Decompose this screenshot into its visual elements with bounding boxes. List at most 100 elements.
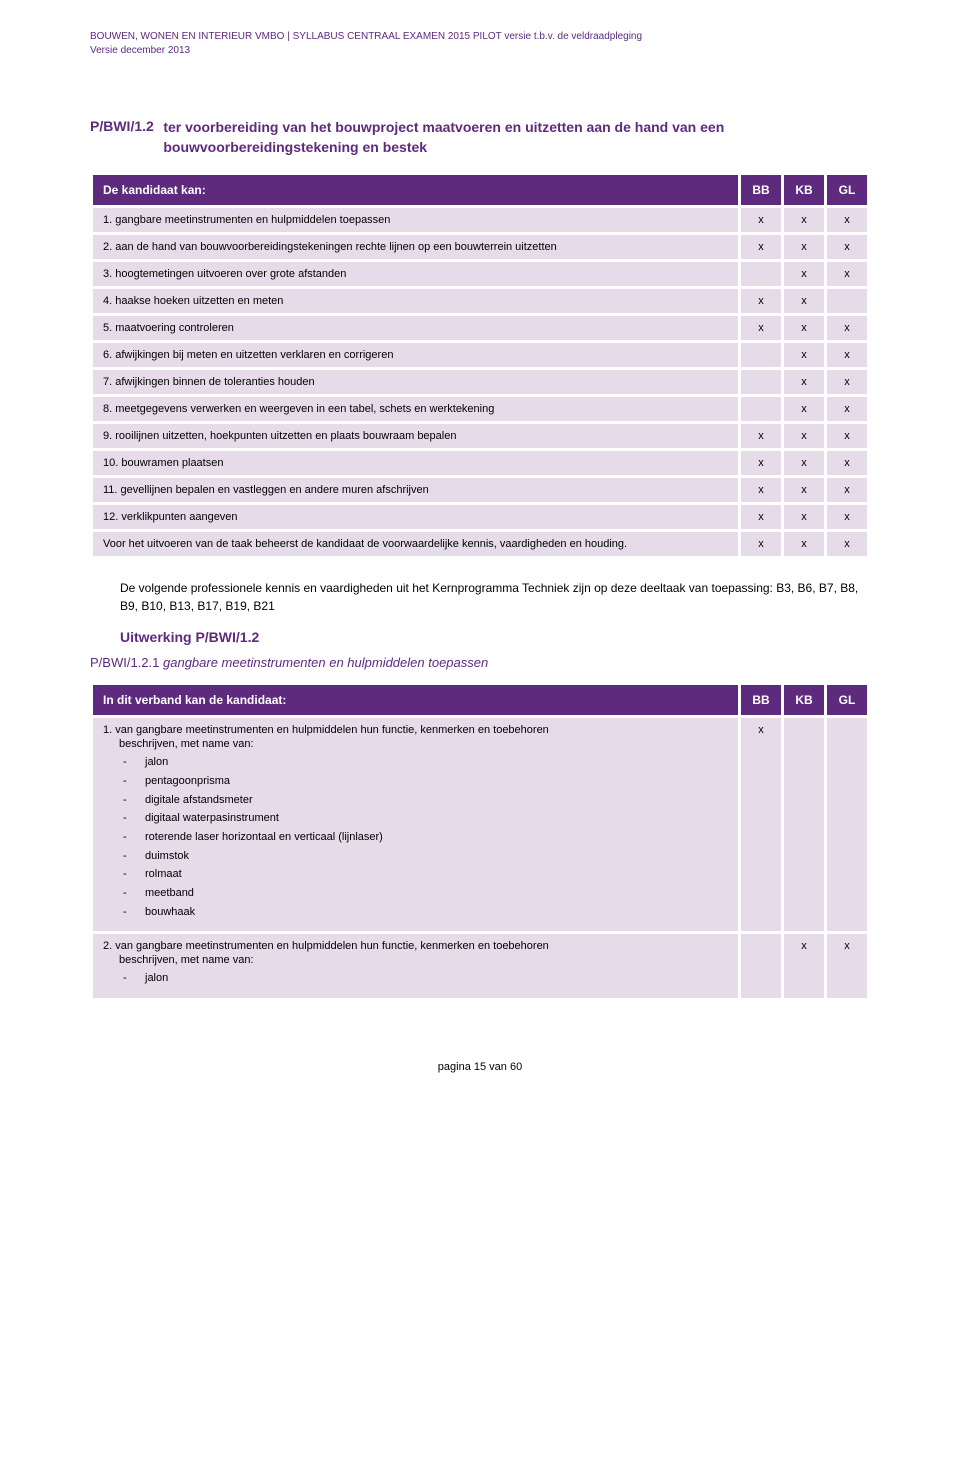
section-code: P/BWI/1.2 [90,118,160,134]
row-label: 11. gevellijnen bepalen en vastleggen en… [93,478,738,502]
table-row: 9. rooilijnen uitzetten, hoekpunten uitz… [93,424,867,448]
table-row: 11. gevellijnen bepalen en vastleggen en… [93,478,867,502]
subsection-line: P/BWI/1.2.1 gangbare meetinstrumenten en… [90,655,870,670]
row-val: x [741,532,781,556]
row-val: x [827,505,867,529]
row-val: x [784,316,824,340]
subsection-code: P/BWI/1.2.1 [90,655,159,670]
row-label: 2. aan de hand van bouwvoorbereidingstek… [93,235,738,259]
row-val: x [741,289,781,313]
table-row: 1. gangbare meetinstrumenten en hulpmidd… [93,208,867,232]
subheading: Uitwerking P/BWI/1.2 [120,629,870,645]
page-header: BOUWEN, WONEN EN INTERIEUR VMBO | SYLLAB… [90,30,870,58]
row-label: 8. meetgegevens verwerken en weergeven i… [93,397,738,421]
list-item: roterende laser horizontaal en verticaal… [123,828,728,847]
row-val: x [827,343,867,367]
row-label: 12. verklikpunten aangeven [93,505,738,529]
competency-table-1: De kandidaat kan: BB KB GL 1. gangbare m… [90,172,870,559]
row-label: 4. haakse hoeken uitzetten en meten [93,289,738,313]
table2-header-row: In dit verband kan de kandidaat: BB KB G… [93,685,867,715]
row-val: x [784,397,824,421]
row-val: x [784,478,824,502]
row-val: x [784,505,824,529]
list-item: jalon [123,969,728,988]
row-val: x [827,235,867,259]
table2-row-2: 2. van gangbare meetinstrumenten en hulp… [93,934,867,998]
header-line-2: Versie december 2013 [90,44,870,58]
row-label: 6. afwijkingen bij meten en uitzetten ve… [93,343,738,367]
table2-header-main: In dit verband kan de kandidaat: [93,685,738,715]
row-val: x [827,451,867,475]
col2-header-kb: KB [784,685,824,715]
table-row: 3. hoogtemetingen uitvoeren over grote a… [93,262,867,286]
row-val: x [784,289,824,313]
row-val: x [784,343,824,367]
row-label: 1. gangbare meetinstrumenten en hulpmidd… [93,208,738,232]
page-footer: pagina 15 van 60 [90,1061,870,1073]
row-val [741,397,781,421]
row-label: 7. afwijkingen binnen de toleranties hou… [93,370,738,394]
table2-row1-list: jalonpentagoonprismadigitale afstandsmet… [103,753,728,921]
row-val: x [741,316,781,340]
row-val: x [827,370,867,394]
row-val: x [827,316,867,340]
table2-row1-bb: x [741,718,781,931]
table-row: 8. meetgegevens verwerken en weergeven i… [93,397,867,421]
row-val: x [741,208,781,232]
row-val: x [784,451,824,475]
col2-header-bb: BB [741,685,781,715]
table-row: 12. verklikpunten aangevenxxx [93,505,867,529]
row-val: x [741,505,781,529]
row-val: x [784,235,824,259]
table2-row2-desc: 2. van gangbare meetinstrumenten en hulp… [93,934,738,998]
col-header-gl: GL [827,175,867,205]
row-val: x [827,208,867,232]
row-label: 5. maatvoering controleren [93,316,738,340]
col2-header-gl: GL [827,685,867,715]
row-label: 10. bouwramen plaatsen [93,451,738,475]
body-text: De volgende professionele kennis en vaar… [120,579,870,615]
subsection-title: gangbare meetinstrumenten en hulpmiddele… [159,655,488,670]
table-row: 6. afwijkingen bij meten en uitzetten ve… [93,343,867,367]
table-header-main: De kandidaat kan: [93,175,738,205]
row-val: x [741,451,781,475]
table2-row2-kb: x [784,934,824,998]
row-val: x [827,532,867,556]
table2-row-1: 1. van gangbare meetinstrumenten en hulp… [93,718,867,931]
row-label: 3. hoogtemetingen uitvoeren over grote a… [93,262,738,286]
list-item: duimstok [123,847,728,866]
table2-row1-desc: 1. van gangbare meetinstrumenten en hulp… [93,718,738,931]
list-item: meetband [123,884,728,903]
row-val: x [741,478,781,502]
table-row: 5. maatvoering controlerenxxx [93,316,867,340]
row-val [827,289,867,313]
table-row: 2. aan de hand van bouwvoorbereidingstek… [93,235,867,259]
col-header-kb: KB [784,175,824,205]
table2-row1-gl [827,718,867,931]
row-label: Voor het uitvoeren van de taak beheerst … [93,532,738,556]
row-val [741,262,781,286]
list-item: jalon [123,753,728,772]
row-val: x [741,235,781,259]
table-row: Voor het uitvoeren van de taak beheerst … [93,532,867,556]
table-header-row: De kandidaat kan: BB KB GL [93,175,867,205]
section-heading: P/BWI/1.2 ter voorbereiding van het bouw… [90,118,870,157]
table2-row2-bb [741,934,781,998]
table2-row2-list: jalon [103,969,728,988]
row-val: x [784,262,824,286]
row-label: 9. rooilijnen uitzetten, hoekpunten uitz… [93,424,738,448]
row-val: x [827,397,867,421]
row-val: x [827,262,867,286]
row-val: x [784,424,824,448]
row-val: x [827,424,867,448]
table2-row2-gl: x [827,934,867,998]
row-val [741,370,781,394]
row-val: x [784,532,824,556]
list-item: rolmaat [123,865,728,884]
col-header-bb: BB [741,175,781,205]
list-item: digitale afstandsmeter [123,791,728,810]
table-row: 7. afwijkingen binnen de toleranties hou… [93,370,867,394]
row-val: x [784,370,824,394]
header-line-1: BOUWEN, WONEN EN INTERIEUR VMBO | SYLLAB… [90,30,870,44]
row-val [741,343,781,367]
